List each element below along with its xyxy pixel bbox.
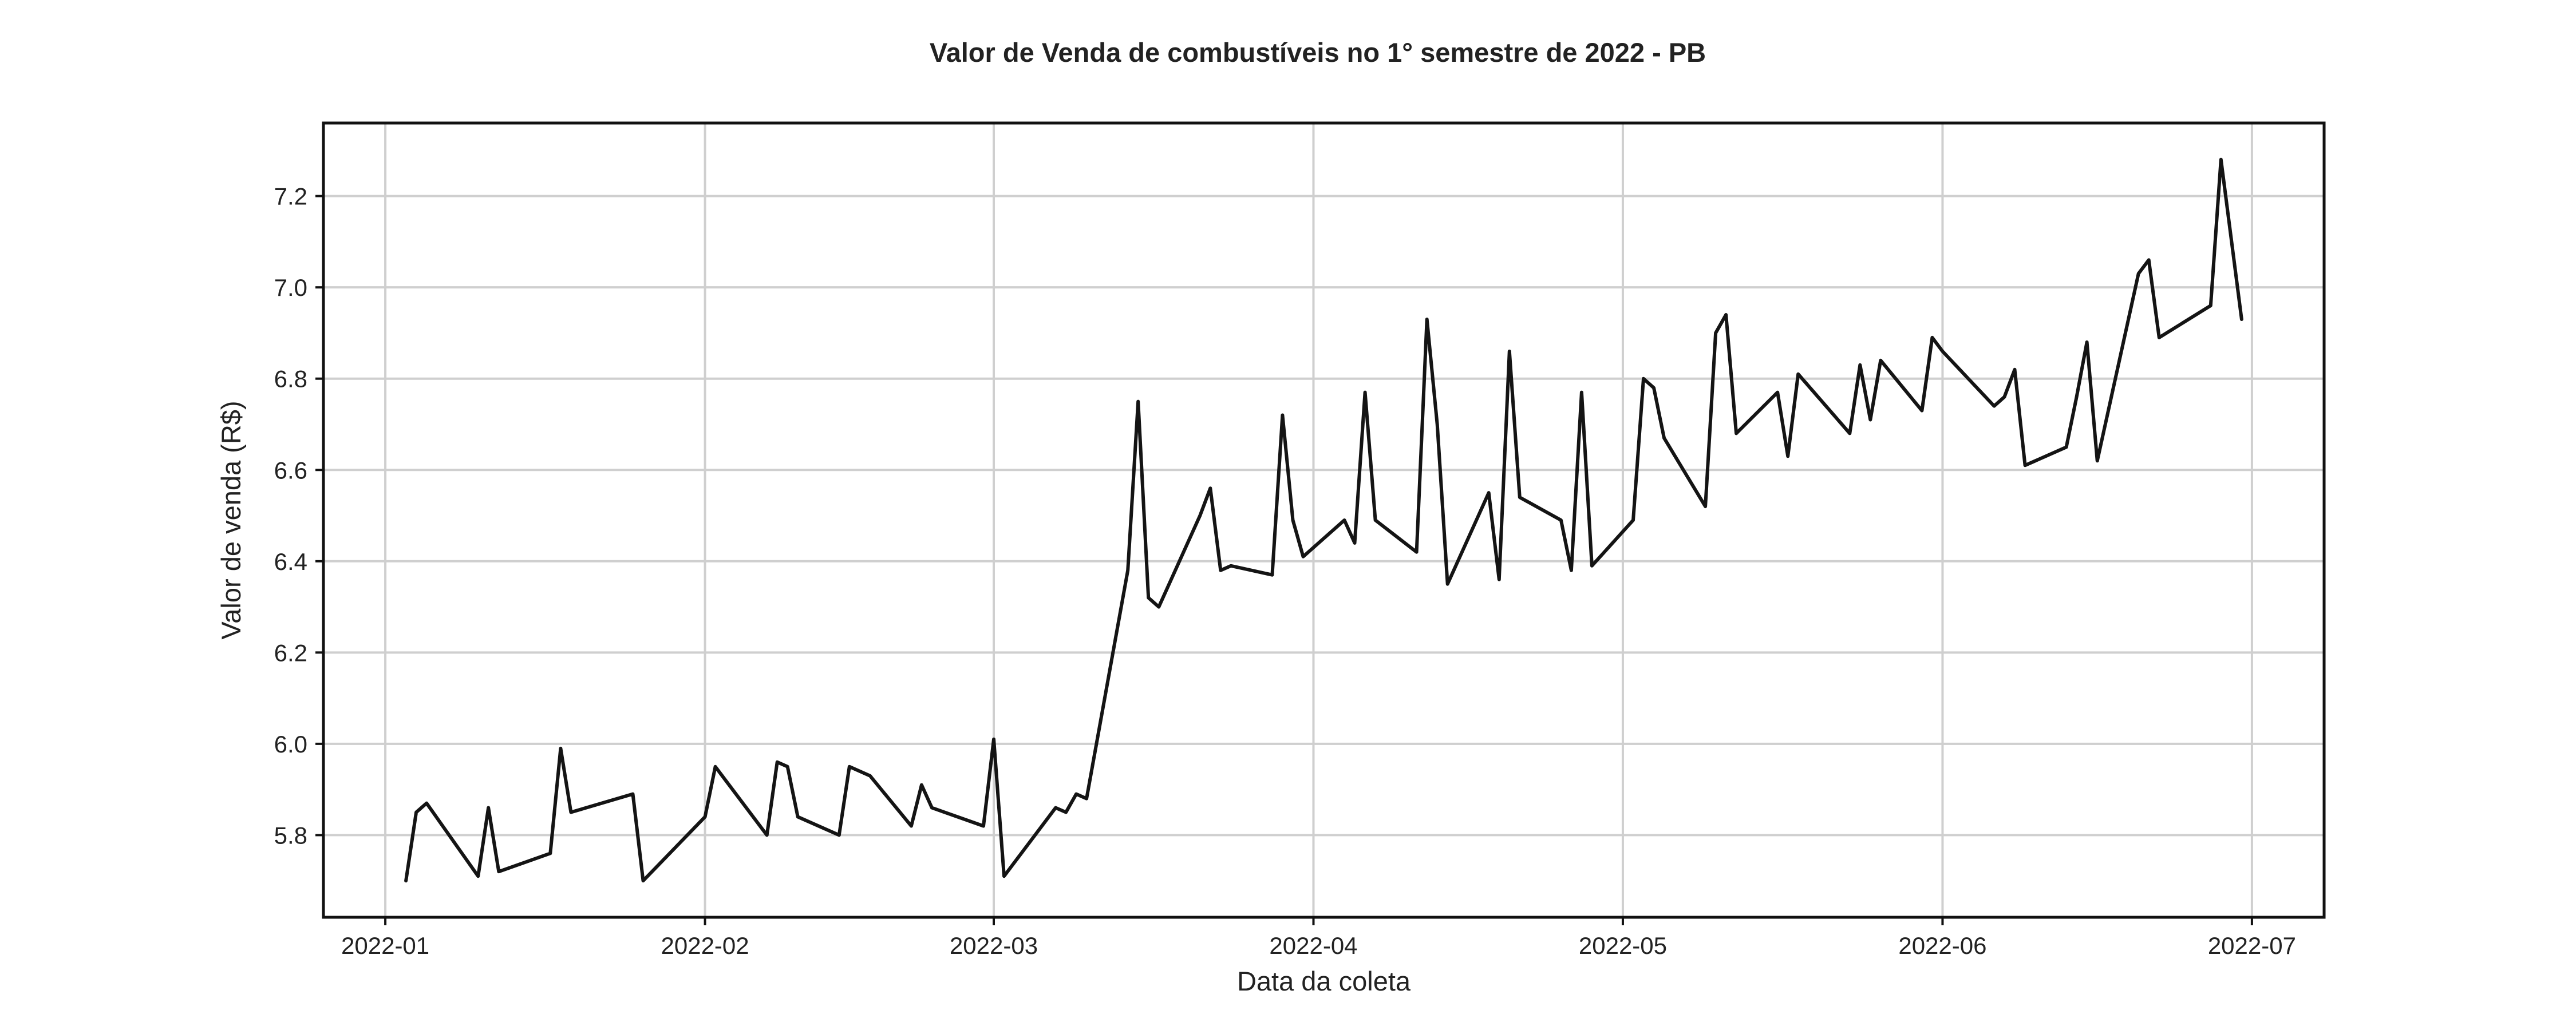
y-tick-label: 6.4 xyxy=(274,548,307,575)
y-tick-label: 7.2 xyxy=(274,183,307,210)
chart-title: Valor de Venda de combustíveis no 1° sem… xyxy=(930,37,1706,68)
x-tick-label: 2022-04 xyxy=(1269,932,1357,959)
x-tick-label: 2022-01 xyxy=(341,932,429,959)
grid-lines xyxy=(323,123,2324,917)
y-tick-label: 6.0 xyxy=(274,731,307,758)
x-axis-label: Data da coleta xyxy=(1237,966,1411,996)
y-tick-label: 6.2 xyxy=(274,639,307,666)
x-tick-label: 2022-05 xyxy=(1579,932,1667,959)
x-tick-label: 2022-02 xyxy=(661,932,749,959)
y-tick-label: 5.8 xyxy=(274,822,307,849)
y-tick-label: 6.6 xyxy=(274,457,307,484)
y-axis-label: Valor de venda (R$) xyxy=(216,401,246,639)
series-layer xyxy=(404,157,2243,883)
y-tick-label: 7.0 xyxy=(274,274,307,301)
plot-frame xyxy=(322,121,2326,919)
x-tick-label: 2022-07 xyxy=(2208,932,2296,959)
x-tick-label: 2022-06 xyxy=(1898,932,1986,959)
x-tick-label: 2022-03 xyxy=(950,932,1038,959)
y-tick-label: 6.8 xyxy=(274,366,307,393)
series-line xyxy=(404,157,2243,883)
axis-ticks: 2022-01 2022-02 2022-03 2022-04 2022-05 2022-… xyxy=(274,183,2296,959)
